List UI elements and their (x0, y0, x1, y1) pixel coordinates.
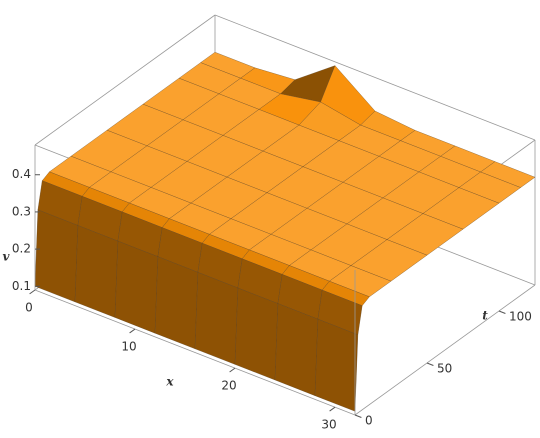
t-tick-label: 100 (509, 310, 532, 324)
surface-patch (234, 287, 279, 381)
x-tick (29, 289, 36, 295)
v-tick-label: 0.4 (12, 167, 31, 181)
t-tick-label: 0 (365, 414, 373, 428)
surface-patch (274, 303, 319, 397)
x-tick-label: 20 (221, 379, 236, 393)
box-edge (34, 289, 356, 416)
v-tick-label: 0.3 (12, 204, 31, 218)
x-axis-label: x (165, 375, 174, 389)
box-edge (354, 284, 536, 416)
surface-patch (114, 240, 159, 334)
x-tick (129, 328, 136, 334)
t-tick-label: 50 (437, 362, 452, 376)
t-axis-label: t (482, 309, 488, 323)
x-tick (229, 367, 236, 373)
x-tick-label: 0 (25, 301, 33, 315)
x-tick-label: 30 (321, 418, 336, 432)
t-tick (498, 310, 506, 314)
box-edge (214, 14, 536, 141)
v-tick-label: 0.1 (12, 279, 31, 293)
surface-patch (314, 318, 359, 412)
surface-patch (74, 225, 119, 318)
surface-patch (34, 209, 79, 303)
t-tick (426, 362, 434, 366)
t-tick (354, 414, 362, 418)
surface-patch (154, 256, 199, 350)
x-tick-label: 10 (121, 340, 136, 354)
x-tick (329, 406, 336, 412)
surface-patch (194, 271, 239, 365)
box-edge (34, 14, 216, 146)
v-axis-label: v (3, 250, 11, 264)
v-tick-label: 0.2 (12, 242, 31, 256)
